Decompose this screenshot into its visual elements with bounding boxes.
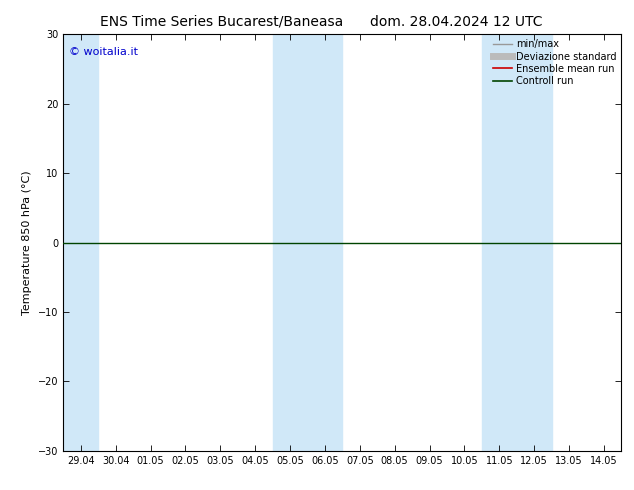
Text: ENS Time Series Bucarest/Baneasa: ENS Time Series Bucarest/Baneasa — [100, 15, 344, 29]
Bar — [273, 34, 342, 451]
Bar — [482, 34, 552, 451]
Y-axis label: Temperature 850 hPa (°C): Temperature 850 hPa (°C) — [22, 170, 32, 315]
Text: dom. 28.04.2024 12 UTC: dom. 28.04.2024 12 UTC — [370, 15, 543, 29]
Bar — [63, 34, 98, 451]
Text: © woitalia.it: © woitalia.it — [69, 47, 138, 57]
Legend: min/max, Deviazione standard, Ensemble mean run, Controll run: min/max, Deviazione standard, Ensemble m… — [491, 37, 618, 88]
